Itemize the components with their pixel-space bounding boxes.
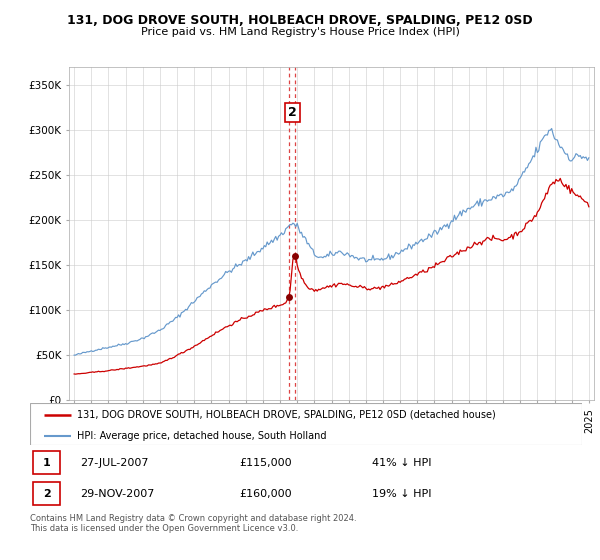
Text: HPI: Average price, detached house, South Holland: HPI: Average price, detached house, Sout… (77, 431, 326, 441)
Text: 27-JUL-2007: 27-JUL-2007 (80, 458, 148, 468)
Text: £160,000: £160,000 (240, 488, 292, 498)
Bar (33, 482, 61, 505)
Text: 131, DOG DROVE SOUTH, HOLBEACH DROVE, SPALDING, PE12 0SD: 131, DOG DROVE SOUTH, HOLBEACH DROVE, SP… (67, 14, 533, 27)
Text: 2: 2 (288, 106, 297, 119)
Text: Contains HM Land Registry data © Crown copyright and database right 2024.
This d: Contains HM Land Registry data © Crown c… (30, 514, 356, 534)
Text: Price paid vs. HM Land Registry's House Price Index (HPI): Price paid vs. HM Land Registry's House … (140, 27, 460, 37)
Text: 1: 1 (43, 458, 50, 468)
Text: 2: 2 (43, 488, 50, 498)
Text: 131, DOG DROVE SOUTH, HOLBEACH DROVE, SPALDING, PE12 0SD (detached house): 131, DOG DROVE SOUTH, HOLBEACH DROVE, SP… (77, 409, 496, 419)
Bar (33, 451, 61, 474)
Text: 41% ↓ HPI: 41% ↓ HPI (372, 458, 432, 468)
Text: 29-NOV-2007: 29-NOV-2007 (80, 488, 154, 498)
Text: 19% ↓ HPI: 19% ↓ HPI (372, 488, 432, 498)
Text: £115,000: £115,000 (240, 458, 292, 468)
